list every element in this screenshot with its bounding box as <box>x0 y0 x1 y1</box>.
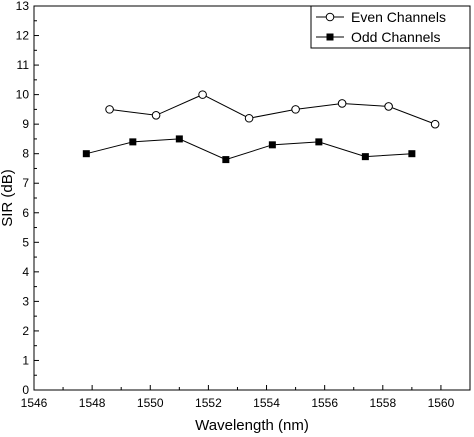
y-tick-label: 9 <box>22 117 29 131</box>
legend: Even Channels Odd Channels <box>310 5 471 49</box>
data-point <box>129 138 137 146</box>
x-tick-label: 1558 <box>369 396 396 410</box>
plot-series <box>82 90 440 164</box>
data-point <box>361 153 369 161</box>
data-point <box>198 90 207 99</box>
data-point <box>315 138 323 146</box>
data-point <box>105 105 114 114</box>
x-tick-label: 1548 <box>79 396 106 410</box>
y-tick-label: 5 <box>22 235 29 249</box>
series-1 <box>82 135 416 164</box>
y-tick-label: 3 <box>22 294 29 308</box>
x-tick-label: 1550 <box>137 396 164 410</box>
y-tick-label: 8 <box>22 147 29 161</box>
data-point <box>222 156 230 164</box>
plot-frame <box>33 5 471 391</box>
legend-box <box>310 5 471 49</box>
legend-marker <box>325 12 335 22</box>
x-tick-label: 1554 <box>253 396 280 410</box>
x-tick-label: 1560 <box>428 396 455 410</box>
series-0 <box>105 90 440 129</box>
y-tick-label: 10 <box>16 88 30 102</box>
data-point <box>337 99 347 108</box>
x-tick-label: 1556 <box>311 396 338 410</box>
data-point <box>268 141 276 149</box>
y-tick-label: 13 <box>16 0 30 13</box>
x-axis-title: Wavelength (nm) <box>195 417 309 434</box>
data-point <box>291 105 300 114</box>
y-tick-label: 7 <box>22 176 29 190</box>
y-axis-title: SIR (dB) <box>0 169 16 227</box>
legend-items: Even Channels Odd Channels <box>316 9 446 45</box>
y-tick-label: 4 <box>22 265 29 279</box>
data-point <box>175 135 183 143</box>
series-line <box>109 94 436 125</box>
data-point <box>408 150 416 158</box>
legend-label: Even Channels <box>351 9 446 25</box>
data-point <box>151 110 161 120</box>
data-point <box>430 119 440 129</box>
y-tick-label: 2 <box>22 324 29 338</box>
data-point <box>384 102 393 111</box>
x-tick-label: 1552 <box>195 396 222 410</box>
y-tick-label: 11 <box>17 58 30 72</box>
y-tick-label: 12 <box>16 29 30 43</box>
y-tick-label: 6 <box>22 206 29 220</box>
y-tick-label: 1 <box>22 353 29 367</box>
y-tick-label: 0 <box>22 383 29 397</box>
x-tick-label: 1546 <box>21 396 48 410</box>
series-line <box>86 138 412 161</box>
data-point <box>244 113 254 123</box>
legend-label: Odd Channels <box>351 29 441 45</box>
data-point <box>82 150 90 158</box>
legend-marker <box>326 33 334 41</box>
